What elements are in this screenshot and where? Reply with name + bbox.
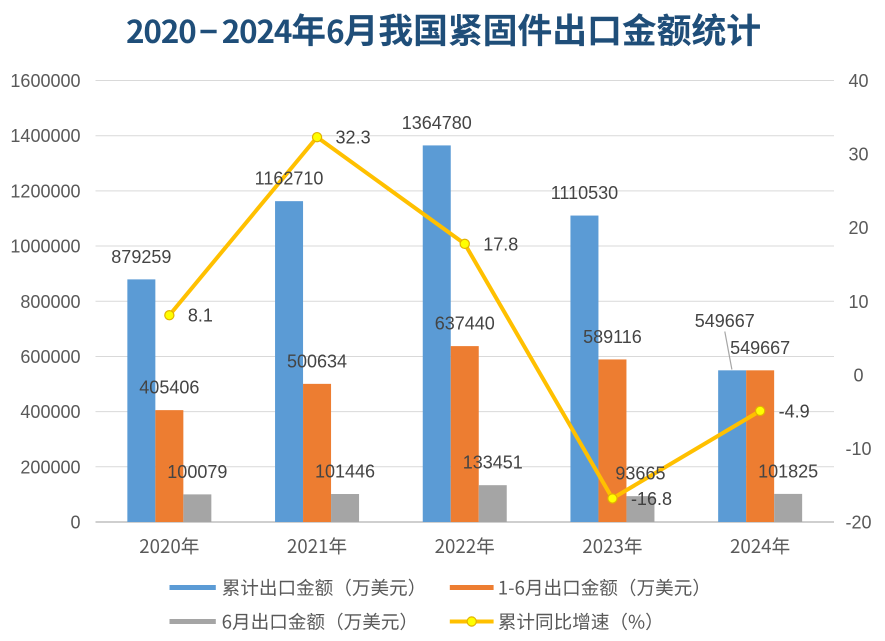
- svg-text:1110530: 1110530: [551, 183, 618, 203]
- svg-text:1162710: 1162710: [255, 169, 324, 189]
- svg-text:500634: 500634: [287, 351, 347, 371]
- svg-text:589116: 589116: [583, 327, 642, 347]
- svg-text:1400000: 1400000: [10, 126, 80, 146]
- svg-text:-16.8: -16.8: [631, 489, 672, 509]
- svg-text:100079: 100079: [167, 462, 227, 482]
- svg-text:-4.9: -4.9: [779, 401, 810, 421]
- svg-text:1600000: 1600000: [10, 71, 80, 91]
- svg-text:133451: 133451: [463, 453, 523, 473]
- svg-text:-20: -20: [845, 513, 871, 533]
- svg-text:800000: 800000: [20, 292, 80, 312]
- svg-text:8.1: 8.1: [188, 306, 213, 326]
- svg-text:101446: 101446: [315, 462, 375, 482]
- svg-text:17.8: 17.8: [483, 234, 518, 254]
- svg-text:549667: 549667: [730, 338, 790, 358]
- svg-text:10: 10: [848, 292, 868, 312]
- svg-text:400000: 400000: [20, 402, 80, 422]
- svg-text:30: 30: [848, 145, 868, 165]
- svg-text:0: 0: [70, 513, 80, 533]
- svg-text:549667: 549667: [695, 311, 755, 331]
- svg-text:1364780: 1364780: [402, 113, 472, 133]
- svg-text:101825: 101825: [758, 461, 818, 481]
- svg-text:0: 0: [853, 365, 863, 385]
- svg-text:93665: 93665: [615, 464, 665, 484]
- svg-text:600000: 600000: [20, 347, 80, 367]
- svg-text:1000000: 1000000: [10, 237, 80, 257]
- svg-text:405406: 405406: [139, 378, 199, 398]
- svg-text:-10: -10: [845, 439, 871, 459]
- svg-text:879259: 879259: [111, 247, 171, 267]
- svg-text:20: 20: [848, 218, 868, 238]
- svg-text:32.3: 32.3: [336, 128, 371, 148]
- svg-text:637440: 637440: [435, 314, 495, 334]
- svg-text:200000: 200000: [20, 457, 80, 477]
- svg-text:40: 40: [848, 71, 868, 91]
- svg-text:1200000: 1200000: [10, 181, 80, 201]
